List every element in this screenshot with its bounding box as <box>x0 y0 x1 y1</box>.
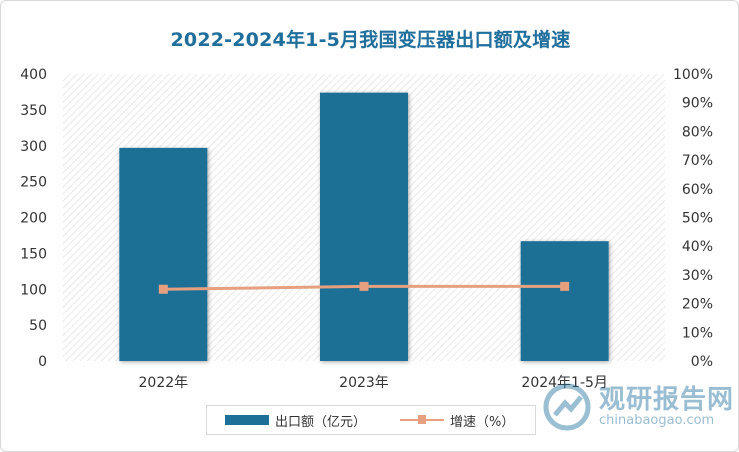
right-axis-tick-label: 40% <box>682 239 713 255</box>
left-axis-tick-label: 350 <box>20 103 47 119</box>
watermark-name: 观研报告网 <box>599 385 735 415</box>
legend-label-export: 出口额（亿元） <box>275 414 367 430</box>
right-axis-tick-label: 30% <box>682 268 713 284</box>
right-axis-tick-label: 20% <box>682 297 713 313</box>
left-axis-tick-label: 0 <box>38 354 47 370</box>
bar-series <box>119 92 609 361</box>
left-axis-tick-label: 50 <box>29 318 47 334</box>
legend-bar-swatch <box>225 415 269 425</box>
bar <box>520 241 609 361</box>
growth-marker <box>560 281 570 291</box>
watermark: 观研报告网 chinabaogao.com <box>541 379 736 439</box>
right-axis-tick-label: 90% <box>682 96 713 112</box>
right-axis-tick-label: 10% <box>682 325 713 341</box>
legend-item-export: 出口额（亿元） <box>207 411 366 430</box>
legend-line-swatch <box>400 415 445 424</box>
right-axis-tick-label: 80% <box>682 124 713 140</box>
bar <box>119 147 208 361</box>
right-axis-ticks: 0% 10% 20% 30% 40% 50% 60% 70% 80% 90% 100% <box>673 67 713 370</box>
growth-marker <box>359 281 369 291</box>
left-axis-tick-label: 100 <box>20 282 47 298</box>
x-axis-tick-label: 2022年 <box>139 375 189 391</box>
watermark-url: chinabaogao.com <box>599 413 715 428</box>
x-axis-ticks: 2022年 2023年 2024年1-5月 <box>139 375 608 391</box>
x-axis-tick-label: 2023年 <box>339 375 389 391</box>
legend-label-growth: 增速（%） <box>450 414 515 430</box>
watermark-logo-icon <box>543 383 591 431</box>
left-axis-tick-label: 250 <box>20 175 47 191</box>
chart-title: 2022-2024年1-5月我国变压器出口额及增速 <box>170 29 571 51</box>
right-axis-tick-label: 70% <box>682 153 713 169</box>
legend: 出口额（亿元） 增速（%） <box>206 405 536 435</box>
left-axis-tick-label: 200 <box>20 211 47 227</box>
left-axis-tick-label: 400 <box>20 67 47 83</box>
right-axis-tick-label: 0% <box>691 354 713 370</box>
right-axis-tick-label: 60% <box>682 182 713 198</box>
bar <box>320 92 408 361</box>
left-axis-ticks: 0 50 100 150 200 250 300 350 400 <box>20 67 47 370</box>
growth-marker <box>158 284 168 294</box>
legend-item-growth: 增速（%） <box>366 411 514 430</box>
left-axis-tick-label: 300 <box>20 139 47 155</box>
x-axis-tick-label: 2024年1-5月 <box>521 375 608 391</box>
line-series <box>158 281 570 294</box>
right-axis-tick-label: 50% <box>682 211 713 227</box>
left-axis-tick-label: 150 <box>20 246 47 262</box>
right-axis-tick-label: 100% <box>673 67 713 83</box>
